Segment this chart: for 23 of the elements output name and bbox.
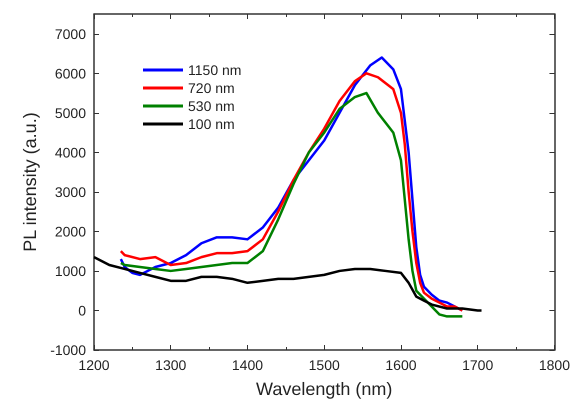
y-tick-label: 1000 [54, 262, 86, 279]
y-tick-label: 4000 [54, 144, 86, 160]
x-tick-label: 1700 [462, 357, 494, 373]
y-tick-label: 6000 [54, 65, 86, 82]
x-tick-label: 1400 [232, 357, 264, 373]
x-tick-label: 1500 [308, 357, 340, 373]
y-tick-label: 3000 [54, 184, 86, 200]
legend-label: 530 nm [188, 98, 235, 114]
x-tick-label: 1300 [155, 357, 187, 373]
line-series [92, 256, 483, 312]
y-tick-label: -1000 [50, 342, 86, 358]
legend-label: 720 nm [188, 80, 235, 96]
y-axis-title: PL intensity (a.u.) [20, 112, 40, 252]
legend-label: 100 nm [188, 116, 235, 132]
x-axis-title: Wavelength (nm) [256, 379, 392, 399]
x-tick-label: 1600 [385, 357, 417, 373]
y-tick-label: 2000 [54, 223, 86, 240]
legend-label: 1150 nm [188, 62, 242, 78]
x-tick-label: 1200 [78, 357, 110, 373]
y-tick-label: 0 [78, 302, 86, 318]
x-tick-label: 1800 [538, 357, 570, 373]
y-tick-label: 5000 [54, 104, 86, 121]
y-tick-label: 7000 [54, 26, 86, 42]
